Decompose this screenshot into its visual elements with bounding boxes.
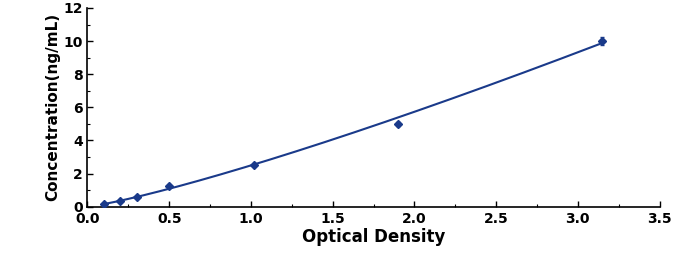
Y-axis label: Concentration(ng/mL): Concentration(ng/mL) — [45, 13, 61, 201]
X-axis label: Optical Density: Optical Density — [302, 228, 446, 246]
